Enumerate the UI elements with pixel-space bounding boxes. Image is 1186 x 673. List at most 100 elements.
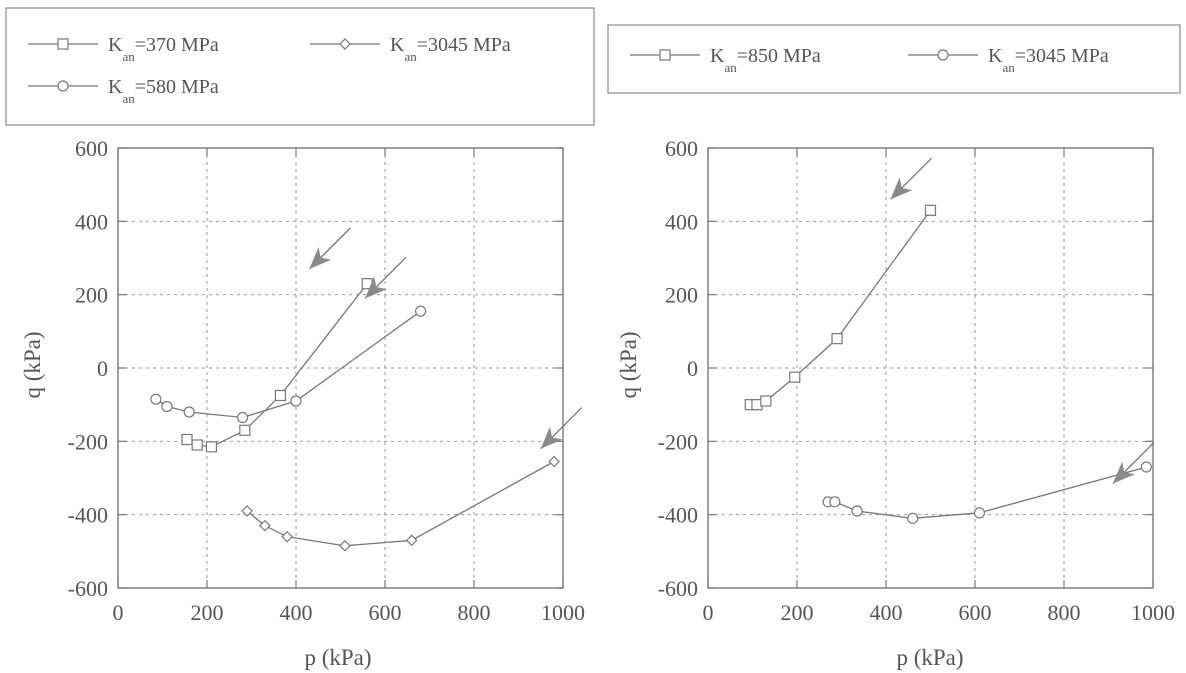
series-1 bbox=[744, 204, 937, 411]
arrow-head bbox=[309, 247, 332, 269]
legend-label-symbol: K bbox=[710, 45, 725, 67]
plot-frame bbox=[707, 147, 1154, 589]
plot-frame bbox=[117, 147, 564, 589]
x-axis-label: p (kPa) bbox=[304, 645, 371, 670]
direction-arrow bbox=[308, 227, 351, 270]
legend-label-subscript: an bbox=[122, 49, 135, 64]
legend-marker-circle bbox=[57, 80, 69, 92]
x-tick-label: 1000 bbox=[541, 600, 585, 625]
legend-entry-2: Kan=3045 MPa bbox=[908, 45, 1109, 75]
arrow-head bbox=[540, 426, 563, 449]
series-line bbox=[828, 466, 1147, 519]
chart-right: 0 200 400 600 800 1000 -600 -400 -200 0 200 400 600 p… bbox=[616, 136, 1175, 670]
data-point-circle bbox=[161, 400, 173, 413]
y-axis-label: q (kPa) bbox=[20, 331, 45, 398]
data-point-diamond bbox=[339, 539, 351, 552]
legend-entry-2: Kan=3045 MPa bbox=[310, 34, 511, 64]
legend-label-value: =3045 MPa bbox=[417, 34, 511, 56]
y-tick-label: -200 bbox=[68, 429, 108, 454]
data-point-square bbox=[239, 424, 251, 436]
direction-arrow bbox=[364, 256, 407, 299]
legend-label: Kan=580 MPa bbox=[108, 76, 219, 106]
data-point-diamond bbox=[241, 505, 253, 517]
legend-label-subscript: an bbox=[1002, 60, 1015, 75]
y-tick-label: -400 bbox=[658, 503, 698, 528]
y-tick-label: 200 bbox=[75, 283, 108, 308]
x-tick-label: 600 bbox=[369, 600, 402, 625]
legend-label-symbol: K bbox=[108, 76, 123, 98]
x-tick-label: 200 bbox=[781, 600, 814, 625]
data-point-circle bbox=[150, 393, 162, 405]
legend-marker-square bbox=[659, 49, 671, 61]
x-tick-label: 600 bbox=[959, 600, 992, 625]
y-tick-label: 200 bbox=[665, 283, 698, 308]
x-tick-label: 800 bbox=[458, 600, 491, 625]
legend-label-value: =370 MPa bbox=[135, 34, 219, 56]
legend-entry-1: Kan=850 MPa bbox=[630, 45, 821, 75]
data-point-square bbox=[181, 433, 193, 446]
data-point-square bbox=[924, 204, 937, 216]
data-point-circle bbox=[907, 512, 919, 524]
data-point-diamond bbox=[259, 519, 271, 532]
legend-label: Kan=370 MPa bbox=[108, 34, 219, 64]
direction-arrow bbox=[889, 157, 932, 200]
legend-box bbox=[607, 24, 1181, 94]
legend-label: Kan=3045 MPa bbox=[988, 45, 1109, 75]
data-point-circle bbox=[290, 395, 302, 407]
legend-label-symbol: K bbox=[108, 34, 123, 56]
data-point-square bbox=[274, 389, 287, 402]
legend-label-subscript: an bbox=[122, 91, 135, 106]
data-point-circle bbox=[829, 496, 841, 508]
y-tick-label: -400 bbox=[68, 503, 108, 528]
legend-label: Kan=3045 MPa bbox=[390, 34, 511, 64]
data-point-circle bbox=[1140, 461, 1152, 473]
legend-marker-circle bbox=[937, 49, 949, 61]
x-tick-label: 400 bbox=[870, 600, 903, 625]
legend-marker-diamond bbox=[339, 38, 351, 50]
x-axis-label: p (kPa) bbox=[896, 645, 963, 670]
arrow-head bbox=[1112, 461, 1135, 484]
chart-left: 0 200 400 600 800 1000 -600 -400 -200 0 200 400 600 p… bbox=[20, 136, 585, 670]
y-tick-label: 0 bbox=[687, 356, 698, 381]
data-point-diamond bbox=[281, 530, 293, 543]
series-2 bbox=[241, 455, 560, 552]
series-1 bbox=[181, 278, 373, 453]
x-tick-label: 0 bbox=[113, 600, 124, 625]
direction-arrow bbox=[1112, 442, 1155, 484]
data-point-circle bbox=[851, 505, 863, 517]
y-tick-label: 600 bbox=[665, 136, 698, 161]
x-tick-label: 1000 bbox=[1131, 600, 1175, 625]
legend-marker-square bbox=[57, 38, 69, 50]
data-point-square bbox=[191, 439, 203, 451]
y-tick-label: 400 bbox=[665, 209, 698, 234]
y-tick-label: -600 bbox=[68, 576, 108, 601]
legend-box bbox=[5, 7, 595, 126]
y-tick-label: 400 bbox=[75, 209, 108, 234]
y-tick-label: 0 bbox=[97, 356, 108, 381]
legend-right: Kan=850 MPa Kan=3045 MPa bbox=[607, 24, 1181, 94]
series-line bbox=[750, 209, 932, 406]
legend-entry-3: Kan=580 MPa bbox=[28, 76, 219, 106]
legend-label-value: =3045 MPa bbox=[1015, 45, 1109, 67]
series-line bbox=[186, 283, 368, 448]
x-tick-label: 800 bbox=[1048, 600, 1081, 625]
x-tick-label: 0 bbox=[703, 600, 714, 625]
series-2 bbox=[822, 461, 1152, 524]
series-line bbox=[155, 310, 421, 419]
legend-label-subscript: an bbox=[724, 60, 737, 75]
series-line bbox=[246, 460, 555, 547]
data-point-diamond bbox=[548, 455, 560, 468]
data-point-square bbox=[760, 395, 772, 407]
legend-label: Kan=850 MPa bbox=[710, 45, 821, 75]
legend-label-symbol: K bbox=[390, 34, 405, 56]
y-tick-label: -200 bbox=[658, 429, 698, 454]
x-tick-label: 200 bbox=[191, 600, 224, 625]
data-point-diamond bbox=[405, 534, 418, 547]
direction-arrow bbox=[540, 407, 583, 450]
data-point-square bbox=[831, 333, 843, 345]
series-3 bbox=[150, 305, 427, 424]
x-tick-label: 400 bbox=[280, 600, 313, 625]
data-point-circle bbox=[183, 406, 195, 418]
arrow-head bbox=[890, 177, 913, 200]
